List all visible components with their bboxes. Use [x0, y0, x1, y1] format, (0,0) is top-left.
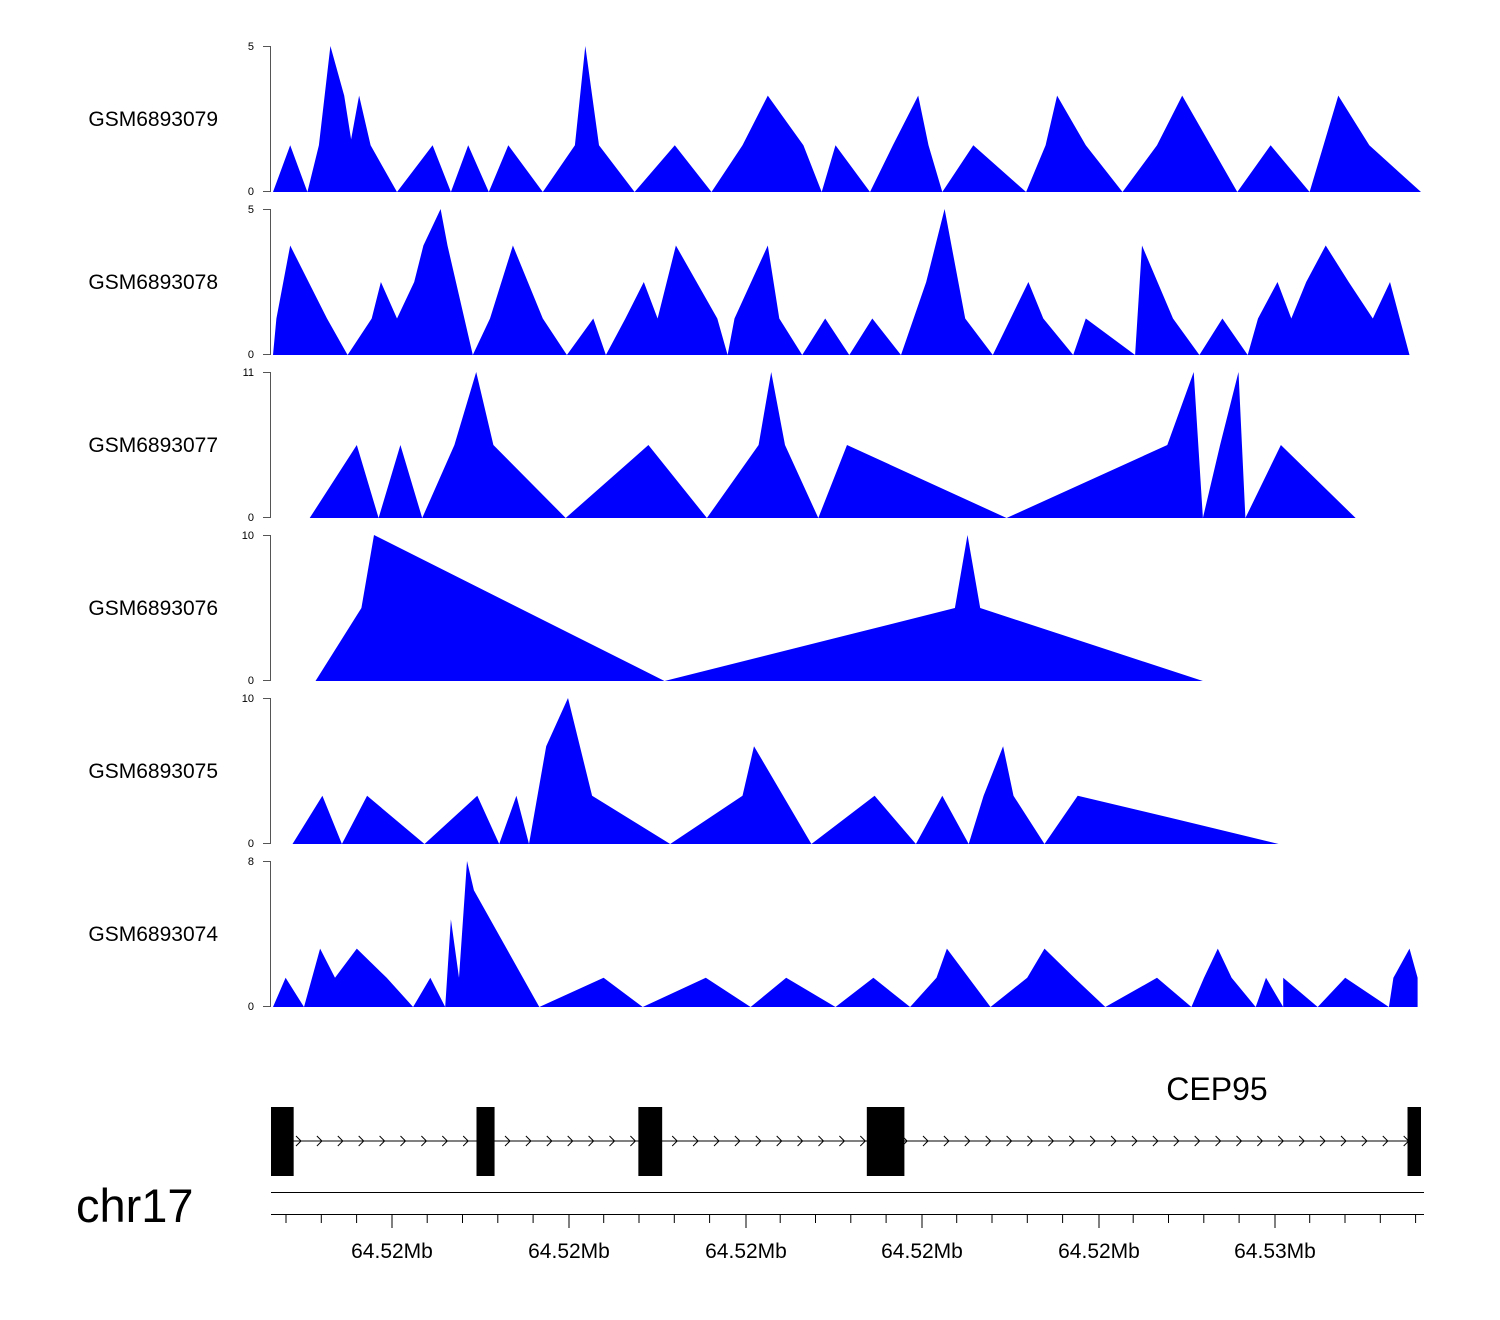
x-tick-label: 64.52Mb: [881, 1240, 963, 1263]
strand-arrow: [922, 1135, 929, 1147]
strand-arrow: [734, 1135, 741, 1147]
y-tick-label-min: 0: [248, 349, 254, 361]
strand-arrow: [567, 1135, 574, 1147]
x-tick-label: 64.52Mb: [705, 1240, 787, 1263]
y-tick-label-min: 0: [248, 186, 254, 198]
track-label: GSM6893076: [88, 597, 218, 620]
strand-arrow: [1298, 1135, 1305, 1147]
strand-arrow: [1215, 1135, 1222, 1147]
strand-arrow: [1236, 1135, 1243, 1147]
exon-3: [638, 1107, 663, 1176]
strand-arrow: [1006, 1135, 1013, 1147]
strand-arrow: [1089, 1135, 1096, 1147]
strand-arrow: [504, 1135, 511, 1147]
strand-arrow: [1340, 1135, 1347, 1147]
exon-5: [1407, 1107, 1421, 1176]
strand-arrow: [525, 1135, 532, 1147]
strand-arrow: [818, 1135, 825, 1147]
strand-arrow: [400, 1135, 407, 1147]
exon-2: [476, 1107, 495, 1176]
y-tick-label-max: 11: [243, 367, 254, 379]
chromosome-label: chr17: [76, 1179, 194, 1232]
y-tick-label-min: 0: [248, 512, 254, 524]
coverage-area-GSM6893076: [315, 535, 1203, 681]
strand-arrow: [1277, 1135, 1285, 1147]
y-tick-label-min: 0: [248, 838, 254, 850]
strand-arrow: [1131, 1135, 1138, 1147]
strand-arrow: [421, 1135, 428, 1147]
y-tick-label-max: 10: [242, 693, 254, 705]
strand-arrow: [316, 1135, 323, 1147]
strand-arrow: [1382, 1135, 1389, 1147]
track-GSM6893079: GSM6893079 5 0: [88, 41, 1421, 198]
coverage-area-GSM6893075: [292, 698, 1279, 844]
track-label: GSM6893075: [88, 760, 218, 783]
track-GSM6893075: GSM6893075 10 0: [88, 693, 1279, 850]
y-tick-label-max: 5: [248, 41, 254, 53]
exon-4: [866, 1107, 905, 1176]
strand-arrow: [1361, 1135, 1368, 1147]
track-GSM6893074: GSM6893074 8 0: [88, 856, 1418, 1013]
strand-arrow: [1048, 1135, 1055, 1147]
y-tick-label-max: 5: [248, 204, 254, 216]
track-label: GSM6893078: [88, 271, 218, 294]
track-label: GSM6893077: [88, 434, 218, 457]
exon-1: [271, 1107, 294, 1176]
strand-arrow: [462, 1135, 469, 1147]
strand-arrow: [295, 1135, 302, 1147]
coverage-tracks: GSM689307950GSM689307850GSM6893077110GSM…: [88, 41, 1421, 1013]
strand-arrow: [1194, 1135, 1201, 1147]
coverage-area-GSM6893074: [273, 861, 1418, 1007]
strand-arrow: [1110, 1135, 1117, 1147]
strand-arrow: [1319, 1135, 1326, 1147]
strand-arrow: [713, 1135, 720, 1147]
strand-arrow: [964, 1135, 971, 1147]
strand-arrow: [588, 1135, 595, 1147]
strand-arrow: [441, 1135, 449, 1147]
strand-arrow: [1173, 1135, 1180, 1147]
strand-arrow: [1257, 1135, 1264, 1147]
strand-arrow: [859, 1135, 867, 1147]
y-tick-label-max: 10: [242, 530, 254, 542]
x-tick-label: 64.52Mb: [1058, 1240, 1140, 1263]
strand-arrow: [337, 1135, 344, 1147]
strand-arrow: [776, 1135, 783, 1147]
strand-arrow: [609, 1135, 616, 1147]
strand-arrow: [839, 1135, 846, 1147]
x-tick-label: 64.52Mb: [528, 1240, 610, 1263]
track-label: GSM6893074: [88, 923, 218, 946]
coverage-area-GSM6893079: [273, 46, 1421, 192]
track-GSM6893077: GSM6893077 11 0: [88, 367, 1356, 524]
strand-arrow: [1027, 1135, 1034, 1147]
coverage-area-GSM6893077: [309, 372, 1356, 518]
genome-axis: chr17 64.52Mb 64.52Mb 64.52Mb 64.52Mb 64.52M…: [76, 1179, 1424, 1263]
strand-arrow: [379, 1135, 386, 1147]
strand-arrow: [943, 1135, 950, 1147]
gene-track: CEP95: [271, 1071, 1421, 1176]
strand-arrow: [358, 1135, 365, 1147]
track-GSM6893076: GSM6893076 10 0: [88, 530, 1203, 687]
strand-arrow: [1068, 1135, 1076, 1147]
y-tick-label-min: 0: [248, 675, 254, 687]
x-tick-label: 64.53Mb: [1234, 1240, 1316, 1263]
strand-arrow: [985, 1135, 992, 1147]
gene-name-label: CEP95: [1166, 1071, 1267, 1107]
track-label: GSM6893079: [88, 108, 218, 131]
x-tick-label: 64.52Mb: [351, 1240, 433, 1263]
strand-arrow: [797, 1135, 804, 1147]
strand-arrow: [630, 1135, 637, 1147]
strand-arrow: [755, 1135, 762, 1147]
strand-arrow: [671, 1135, 678, 1147]
y-tick-label-min: 0: [248, 1001, 254, 1013]
track-GSM6893078: GSM6893078 5 0: [88, 204, 1410, 361]
strand-arrow: [1152, 1135, 1159, 1147]
y-tick-label-max: 8: [248, 856, 254, 868]
coverage-area-GSM6893078: [273, 209, 1410, 355]
strand-arrow: [546, 1135, 553, 1147]
strand-arrow: [692, 1135, 699, 1147]
